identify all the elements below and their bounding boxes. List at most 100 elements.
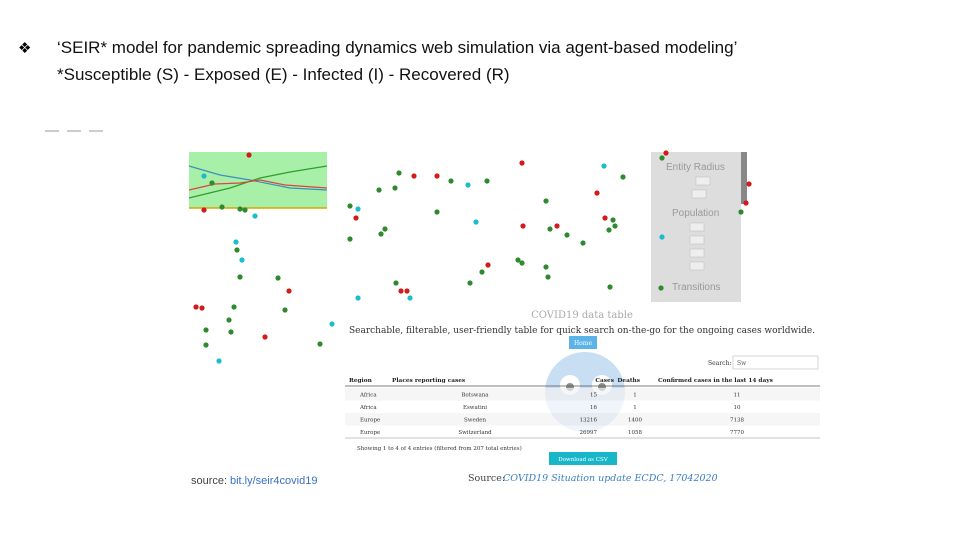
agent xyxy=(216,358,222,364)
agent xyxy=(226,317,232,323)
agent xyxy=(520,223,526,229)
agent xyxy=(434,173,440,179)
home-button[interactable] xyxy=(569,336,597,349)
bullet-subtitle: *Susceptible (S) - Exposed (E) - Infecte… xyxy=(57,65,510,84)
home-label[interactable]: Home xyxy=(574,340,593,347)
agent xyxy=(282,307,288,313)
table-cell: 13216 xyxy=(580,418,598,424)
agent xyxy=(242,207,248,213)
agent xyxy=(746,181,752,187)
agent xyxy=(602,215,608,221)
agent xyxy=(199,305,205,311)
search-input[interactable] xyxy=(732,355,819,370)
table-cell: 7138 xyxy=(730,418,744,424)
agent xyxy=(543,264,549,270)
agent xyxy=(231,304,237,310)
agent xyxy=(515,257,521,263)
search-value[interactable]: Sw xyxy=(737,360,747,367)
table-cell: 15 xyxy=(590,393,597,399)
panel-heading: Transitions xyxy=(672,282,721,293)
agent xyxy=(606,227,612,233)
agent xyxy=(376,187,382,193)
agent xyxy=(580,240,586,246)
agent xyxy=(479,269,485,275)
agent xyxy=(239,257,245,263)
agent xyxy=(448,178,454,184)
agent xyxy=(201,207,207,213)
chart-line xyxy=(188,165,328,191)
agent xyxy=(610,217,616,223)
agent xyxy=(237,206,243,212)
table-source-link[interactable]: COVID19 Situation update ECDC, 17042020 xyxy=(503,473,718,484)
agent xyxy=(329,321,335,327)
agent xyxy=(434,209,440,215)
table-cell: 1 xyxy=(633,405,637,411)
agent xyxy=(607,284,613,290)
agent xyxy=(233,239,239,245)
column-header: Deaths xyxy=(617,378,640,384)
agent xyxy=(467,280,473,286)
agent xyxy=(396,170,402,176)
table-cell: Sweden xyxy=(464,418,487,424)
agent xyxy=(485,262,491,268)
column-header: Region xyxy=(349,378,373,384)
agent xyxy=(347,236,353,242)
agent xyxy=(193,304,199,310)
chart-line xyxy=(188,165,328,199)
agent xyxy=(411,173,417,179)
agent xyxy=(382,226,388,232)
table-source-label: Source: xyxy=(468,473,505,484)
agent xyxy=(392,185,398,191)
source-label: source: xyxy=(191,475,227,487)
source-link[interactable]: bit.ly/seir4covid19 xyxy=(230,475,317,487)
simulation: Entity Radius Population Transitions xyxy=(188,150,752,364)
agent xyxy=(620,174,626,180)
agent xyxy=(393,280,399,286)
agent xyxy=(347,203,353,209)
table-cell: 1 xyxy=(633,393,637,399)
table-info: Showing 1 to 4 of 4 entries (filtered fr… xyxy=(357,445,522,452)
agent xyxy=(203,342,209,348)
column-header: Places reporting cases xyxy=(392,378,466,384)
agent xyxy=(519,260,525,266)
table-cell: 11 xyxy=(734,393,741,399)
agent xyxy=(484,178,490,184)
agent xyxy=(234,247,240,253)
table-cell: Eswatini xyxy=(463,405,487,411)
agent xyxy=(658,285,664,291)
table-cell: 1058 xyxy=(628,430,642,436)
agent xyxy=(543,198,549,204)
table-row xyxy=(345,425,820,438)
panel-inputs xyxy=(689,176,711,271)
agent xyxy=(594,190,600,196)
table-description: Searchable, filterable, user-friendly ta… xyxy=(349,326,815,336)
search-label: Search: xyxy=(708,360,731,367)
table-cell: 26997 xyxy=(580,430,598,436)
table-cell: 7770 xyxy=(730,430,744,436)
panel-heading: Entity Radius xyxy=(666,162,725,173)
agent xyxy=(355,295,361,301)
agent xyxy=(275,275,281,281)
agent xyxy=(237,274,243,280)
agent xyxy=(663,150,669,156)
agent xyxy=(473,219,479,225)
table-cell: Africa xyxy=(359,405,377,411)
agent xyxy=(465,182,471,188)
agent xyxy=(353,215,359,221)
agent xyxy=(201,173,207,179)
agent xyxy=(209,180,215,186)
agent xyxy=(246,152,252,158)
agent xyxy=(601,163,607,169)
table-row xyxy=(345,413,820,426)
download-label[interactable]: Download as CSV xyxy=(558,457,608,463)
data-table: Region Places reporting cases Cases Deaths C… xyxy=(345,378,820,439)
table-cell: Europe xyxy=(360,430,380,436)
agent xyxy=(659,155,665,161)
agent xyxy=(203,327,209,333)
table-cell: Europe xyxy=(360,418,380,424)
download-button[interactable] xyxy=(549,452,617,465)
agent xyxy=(219,204,225,210)
column-header: Cases xyxy=(595,378,614,384)
